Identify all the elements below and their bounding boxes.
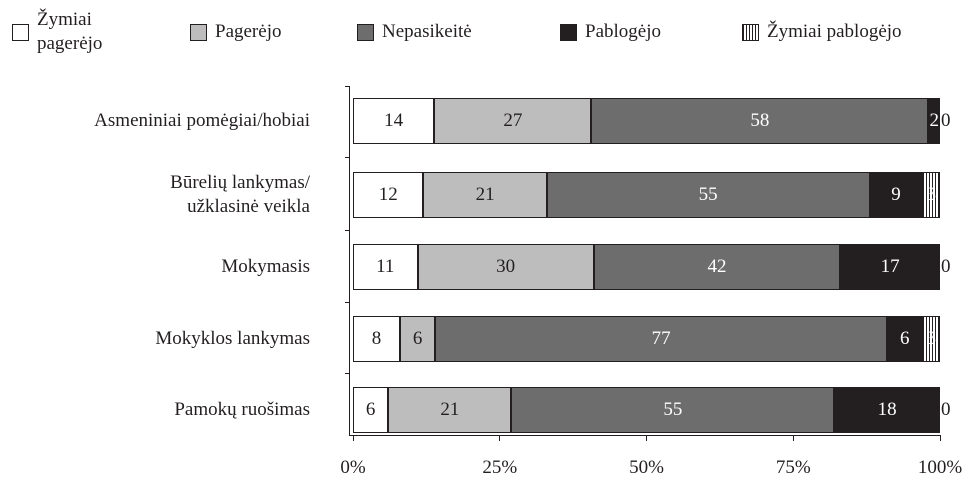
bar-segment xyxy=(834,387,940,433)
value-label: 55 xyxy=(698,184,718,205)
legend-label: Žymiai pablogėjo xyxy=(767,21,902,42)
value-label: 21 xyxy=(475,184,495,205)
category-label: Mokymasis xyxy=(221,256,310,277)
bar-segment xyxy=(887,316,923,362)
y-axis xyxy=(349,86,350,436)
bar-segment xyxy=(591,98,929,144)
x-tick xyxy=(499,435,501,441)
legend-swatch xyxy=(357,24,374,41)
x-tick-label: 50% xyxy=(629,457,664,478)
bar-segment xyxy=(546,172,870,218)
y-axis-tick xyxy=(345,230,350,231)
category-label: Mokyklos lankymas xyxy=(155,328,310,349)
x-tick xyxy=(352,435,354,441)
value-label: 14 xyxy=(384,110,404,131)
value-label: 17 xyxy=(880,256,900,277)
x-tick-label: 75% xyxy=(775,457,811,478)
x-tick-label: 100% xyxy=(917,457,963,478)
value-label: 11 xyxy=(376,256,395,277)
value-label: 77 xyxy=(651,328,671,349)
bar-segment xyxy=(353,98,435,144)
value-label: 27 xyxy=(503,110,523,131)
category-label: Asmeniniai pomėgiai/hobiai xyxy=(94,110,310,131)
bar-segment xyxy=(399,316,436,362)
y-axis-tick xyxy=(345,373,350,374)
value-label: 3 xyxy=(926,328,936,349)
bar-segment xyxy=(353,387,389,433)
legend-label: Nepasikeitė xyxy=(382,21,472,42)
bar-segment xyxy=(511,387,835,433)
value-label: 6 xyxy=(412,328,423,349)
value-label: 30 xyxy=(496,256,516,277)
value-label: 6 xyxy=(900,328,910,349)
x-tick xyxy=(939,435,941,441)
bar-segment xyxy=(417,244,594,290)
bar-segment xyxy=(353,244,418,290)
bar-segment xyxy=(423,172,547,218)
value-label: 55 xyxy=(663,399,683,420)
legend-swatch xyxy=(742,24,759,41)
value-label: 9 xyxy=(891,184,901,205)
bar-segment xyxy=(435,316,888,362)
y-axis-tick xyxy=(345,86,350,87)
x-tick-label: 0% xyxy=(340,457,366,478)
bar-segment xyxy=(922,172,940,218)
legend-label: Pablogėjo xyxy=(585,21,661,42)
bar-segment xyxy=(353,316,400,362)
value-label: 0 xyxy=(941,399,951,420)
x-tick xyxy=(792,435,794,441)
x-tick-label: 25% xyxy=(482,457,518,478)
value-label: 21 xyxy=(440,399,460,420)
value-label: 2 xyxy=(929,110,939,131)
legend-swatch xyxy=(190,24,207,41)
x-tick xyxy=(646,435,647,441)
y-axis-tick xyxy=(345,157,350,158)
legend-label: Pagerėjo xyxy=(215,21,282,42)
bar-segment xyxy=(840,244,940,290)
bar-segment xyxy=(388,387,512,433)
value-label: 18 xyxy=(877,399,897,420)
legend-label: Žymiai pagerėjo xyxy=(37,9,103,54)
bar-segment xyxy=(928,98,940,144)
legend-swatch xyxy=(12,24,29,41)
category-label: Būrelių lankymas/ užklasinė veikla xyxy=(170,172,310,217)
value-label: 3 xyxy=(926,184,936,205)
value-label: 0 xyxy=(941,256,951,277)
bar-segment xyxy=(353,172,424,218)
value-label: 8 xyxy=(371,328,382,349)
value-label: 12 xyxy=(378,184,398,205)
bar-segment xyxy=(434,98,592,144)
value-label: 42 xyxy=(707,256,727,277)
bar-segment xyxy=(593,244,841,290)
bar-segment xyxy=(869,172,923,218)
legend-swatch xyxy=(560,24,577,41)
value-label: 6 xyxy=(365,399,376,420)
x-axis xyxy=(349,435,941,436)
bar-segment xyxy=(922,316,940,362)
category-label: Pamokų ruošimas xyxy=(174,399,310,420)
value-label: 58 xyxy=(750,110,770,131)
y-axis-tick xyxy=(345,302,350,303)
value-label: 0 xyxy=(941,110,951,131)
